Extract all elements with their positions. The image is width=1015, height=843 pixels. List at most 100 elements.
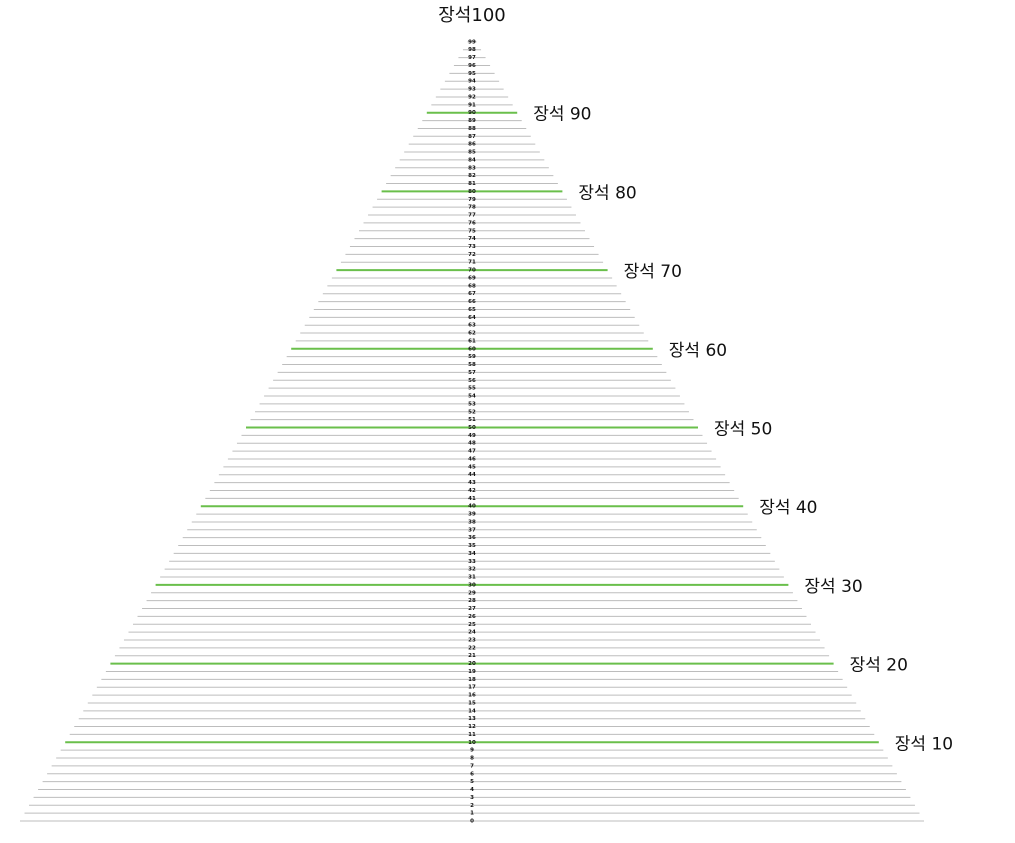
level-label: 30 (468, 582, 476, 588)
level-label: 35 (468, 543, 476, 549)
level-label: 17 (468, 685, 476, 691)
level-label: 41 (468, 496, 476, 502)
level-label: 99 (468, 39, 476, 45)
title: 장석100 (438, 5, 505, 26)
level-label: 49 (468, 433, 476, 439)
level-label: 89 (468, 118, 476, 124)
level-label: 83 (468, 165, 476, 171)
level-label: 3 (470, 795, 474, 801)
level-label: 14 (468, 708, 476, 714)
level-label: 92 (468, 94, 476, 100)
level-label: 46 (468, 456, 476, 462)
level-label: 67 (468, 291, 476, 297)
level-label: 33 (468, 559, 476, 565)
level-label: 26 (468, 614, 476, 620)
level-label: 61 (468, 338, 476, 344)
level-label: 81 (468, 181, 476, 187)
level-label: 53 (468, 401, 476, 407)
level-label: 7 (470, 763, 474, 769)
level-label: 52 (468, 409, 476, 415)
milestone-label: 장석 20 (850, 656, 908, 676)
level-label: 97 (468, 55, 476, 61)
level-label: 94 (468, 79, 476, 85)
milestone-label: 장석 50 (714, 420, 772, 440)
level-label: 75 (468, 228, 476, 234)
level-label: 93 (468, 87, 476, 93)
level-label: 88 (468, 126, 476, 132)
level-label: 1 (470, 811, 474, 817)
level-label: 20 (468, 661, 476, 667)
level-label: 28 (468, 598, 476, 604)
level-label: 70 (468, 268, 476, 274)
level-label: 11 (468, 732, 476, 738)
level-label: 37 (468, 527, 476, 533)
level-label: 36 (468, 535, 476, 541)
level-label: 86 (468, 142, 476, 148)
level-label: 95 (468, 71, 476, 77)
level-label: 23 (468, 637, 476, 643)
level-label: 0 (470, 819, 474, 825)
level-label: 76 (468, 220, 476, 226)
level-label: 38 (468, 519, 476, 525)
level-label: 72 (468, 252, 476, 258)
level-label: 77 (468, 213, 476, 219)
level-label: 96 (468, 63, 476, 69)
milestone-label: 장석 40 (759, 498, 817, 518)
level-label: 82 (468, 173, 476, 179)
level-label: 6 (470, 771, 474, 777)
level-label: 64 (468, 315, 476, 321)
level-label: 51 (468, 417, 476, 423)
level-label: 84 (468, 157, 476, 163)
level-label: 55 (468, 386, 476, 392)
level-label: 29 (468, 590, 476, 596)
level-label: 31 (468, 575, 476, 581)
level-label: 57 (468, 370, 476, 376)
level-label: 63 (468, 323, 476, 329)
level-label: 78 (468, 205, 476, 211)
level-label: 87 (468, 134, 476, 140)
level-label: 98 (468, 47, 476, 53)
level-label: 80 (468, 189, 476, 195)
milestone-label: 장석 10 (895, 734, 953, 754)
level-label: 27 (468, 606, 476, 612)
level-label: 19 (468, 669, 476, 675)
level-label: 39 (468, 512, 476, 518)
level-label: 8 (470, 756, 474, 762)
level-label: 54 (468, 394, 476, 400)
level-label: 62 (468, 331, 476, 337)
milestone-label: 장석 30 (804, 577, 862, 597)
level-label: 59 (468, 354, 476, 360)
level-label: 40 (468, 504, 476, 510)
level-label: 68 (468, 283, 476, 289)
level-label: 60 (468, 346, 476, 352)
level-label: 44 (468, 472, 476, 478)
level-label: 4 (470, 787, 474, 793)
level-label: 79 (468, 197, 476, 203)
level-label: 48 (468, 441, 476, 447)
milestone-label: 장석 60 (669, 341, 727, 361)
level-label: 56 (468, 378, 476, 384)
level-label: 34 (468, 551, 476, 557)
milestone-label: 장석 90 (533, 105, 591, 125)
level-label: 24 (468, 630, 476, 636)
level-label: 22 (468, 645, 476, 651)
level-label: 18 (468, 677, 476, 683)
level-label: 32 (468, 567, 476, 573)
level-label: 15 (468, 700, 476, 706)
level-label: 13 (468, 716, 476, 722)
level-label: 90 (468, 110, 476, 116)
level-label: 5 (470, 779, 474, 785)
level-label: 47 (468, 449, 476, 455)
level-label: 2 (470, 803, 474, 809)
level-label: 9 (470, 748, 474, 754)
level-label: 66 (468, 299, 476, 305)
level-label: 10 (468, 740, 476, 746)
level-label: 43 (468, 480, 476, 486)
level-label: 73 (468, 244, 476, 250)
milestone-label: 장석 80 (578, 183, 636, 203)
level-label: 16 (468, 693, 476, 699)
level-label: 91 (468, 102, 476, 108)
milestone-label: 장석 70 (624, 262, 682, 282)
level-label: 50 (468, 425, 476, 431)
